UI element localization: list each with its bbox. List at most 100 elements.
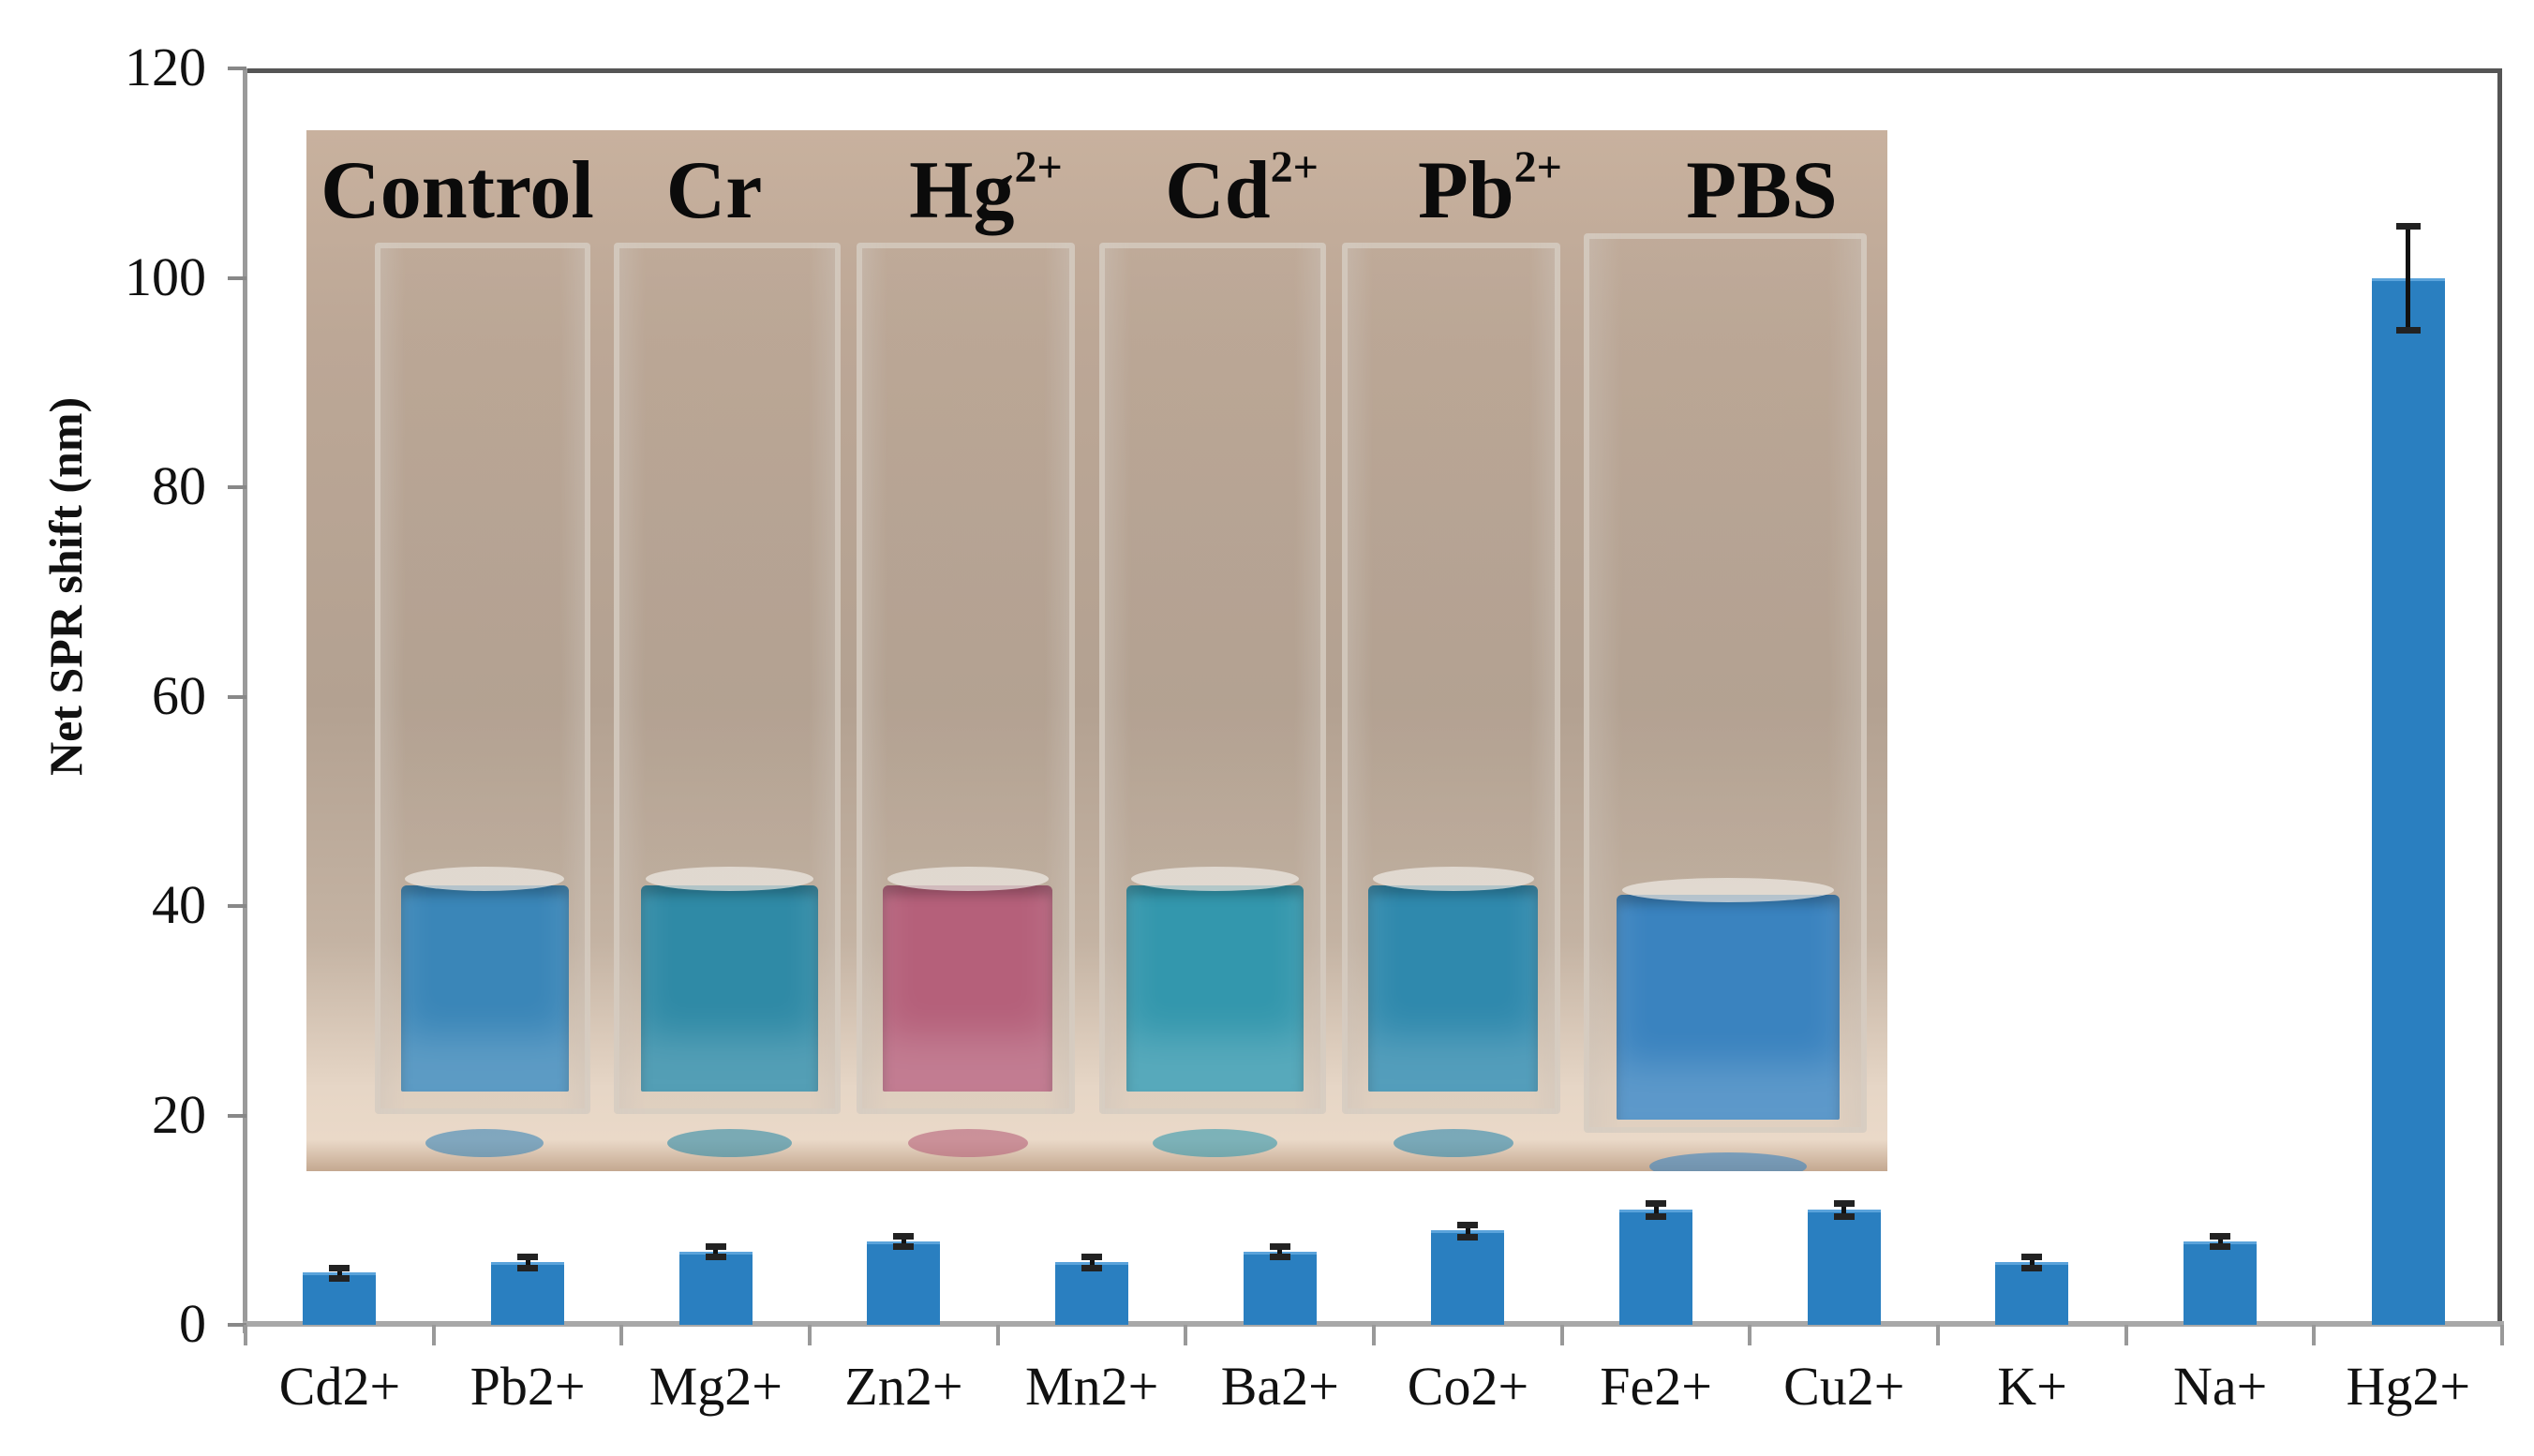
cuvette-base [1152,1129,1277,1157]
x-tick [2124,1325,2128,1345]
error-bar-cap [1457,1234,1479,1241]
error-bar [1277,1246,1283,1257]
error-bar-cap [2210,1243,2230,1251]
bar-cu2plus [1807,1210,1881,1325]
bar-fe2plus [1619,1210,1692,1325]
meniscus [405,867,565,891]
x-axis-line [243,1321,2504,1327]
x-tick-label: K+ [1997,1356,2067,1417]
y-tick-label: 120 [125,37,206,97]
cuvette-base [907,1129,1028,1157]
cuvette-pbs [1584,233,1867,1171]
error-bar [1653,1203,1659,1216]
y-tick [228,1113,246,1118]
x-tick-label: Mn2+ [1025,1356,1159,1417]
bar-co2plus [1431,1230,1505,1325]
y-tick [228,1323,246,1327]
inset-label-pb: Pb2+ [1418,140,1562,255]
cuvette-base [666,1129,792,1157]
x-tick [2500,1325,2504,1345]
x-tick-label: Hg2+ [2346,1356,2471,1417]
bar-hg2plus [2371,277,2445,1325]
x-tick [1372,1325,1376,1345]
error-bar-cap [2210,1233,2230,1240]
x-tick-label: Co2+ [1407,1356,1529,1417]
error-bar-cap [1833,1212,1855,1220]
inset-label-cr: Cr [666,140,763,243]
bar-ba2plus [1243,1251,1317,1325]
bar-kplus [1995,1261,2069,1325]
x-tick-label: Pb2+ [470,1356,586,1417]
error-bar [901,1236,906,1247]
bar-mn2plus [1055,1261,1128,1325]
inset-label-charge: 2+ [1513,142,1563,192]
solution [1126,885,1304,1092]
y-axis-line [243,68,247,1333]
y-tick-label: 40 [152,874,206,935]
cuvette-control [375,243,590,1157]
y-tick-label: 80 [152,455,206,516]
solution [1617,895,1840,1120]
x-tick-label: Mg2+ [648,1356,783,1417]
meniscus [887,867,1049,891]
error-bar [336,1267,342,1278]
inset-label-charge: 2+ [1014,142,1063,192]
inset-label-text: Control [320,145,594,236]
cuvette-hg [857,243,1075,1157]
error-bar [2406,225,2411,331]
inset-label-text: PBS [1686,145,1838,236]
y-axis-title: Net SPR shift (nm) [39,396,92,776]
error-bar-cap [2395,222,2421,230]
error-bar-cap [329,1264,350,1271]
error-bar-cap [1081,1264,1102,1271]
y-tick-label: 60 [152,664,206,726]
x-tick-label: Cu2+ [1783,1356,1905,1417]
bar-zn2plus [867,1241,941,1325]
error-bar-cap [1457,1221,1479,1228]
error-bar-cap [1081,1254,1102,1261]
x-tick [1184,1325,1188,1345]
y-tick [228,904,246,908]
x-tick [1936,1325,1940,1345]
cuvette-pb [1342,243,1560,1157]
x-tick [619,1325,624,1345]
solution [883,885,1053,1092]
x-tick-label: Fe2+ [1600,1356,1713,1417]
cuvette-cr [614,243,841,1157]
x-tick [995,1325,1000,1345]
solution [400,885,569,1092]
x-tick-label: Na+ [2172,1356,2268,1417]
inset-photo-cuvettes: Control Cr Hg2+ Cd2+ Pb2+ PBS [306,130,1887,1171]
error-bar [1841,1203,1847,1216]
error-bar-cap [705,1243,726,1251]
x-tick-label: Zn2+ [844,1356,963,1417]
x-tick [431,1325,436,1345]
meniscus [1130,867,1299,891]
y-tick [228,485,246,489]
x-tick-label: Ba2+ [1220,1356,1339,1417]
error-bar-cap [893,1233,915,1240]
error-bar-cap [517,1264,538,1271]
error-bar [713,1246,719,1257]
inset-label-charge: 2+ [1270,142,1319,192]
x-tick-label: Cd2+ [278,1356,401,1417]
error-bar-cap [2021,1254,2043,1261]
y-tick-label: 0 [179,1293,206,1354]
error-bar-cap [2395,327,2421,334]
error-bar-cap [517,1254,538,1261]
cuvette-cd [1099,243,1326,1157]
solution [641,885,818,1092]
y-tick-label: 20 [152,1083,206,1145]
inset-label-control: Control [320,140,594,243]
cuvette-base [425,1129,544,1157]
error-bar [1089,1256,1095,1268]
y-tick-label: 100 [125,245,206,307]
x-tick [2312,1325,2317,1345]
x-tick [244,1325,247,1345]
inset-label-pbs: PBS [1686,140,1837,243]
meniscus [1372,867,1534,891]
error-bar-cap [329,1274,350,1282]
bar-mg2plus [678,1251,753,1325]
inset-label-text: Hg [909,145,1015,236]
x-tick [808,1325,812,1345]
